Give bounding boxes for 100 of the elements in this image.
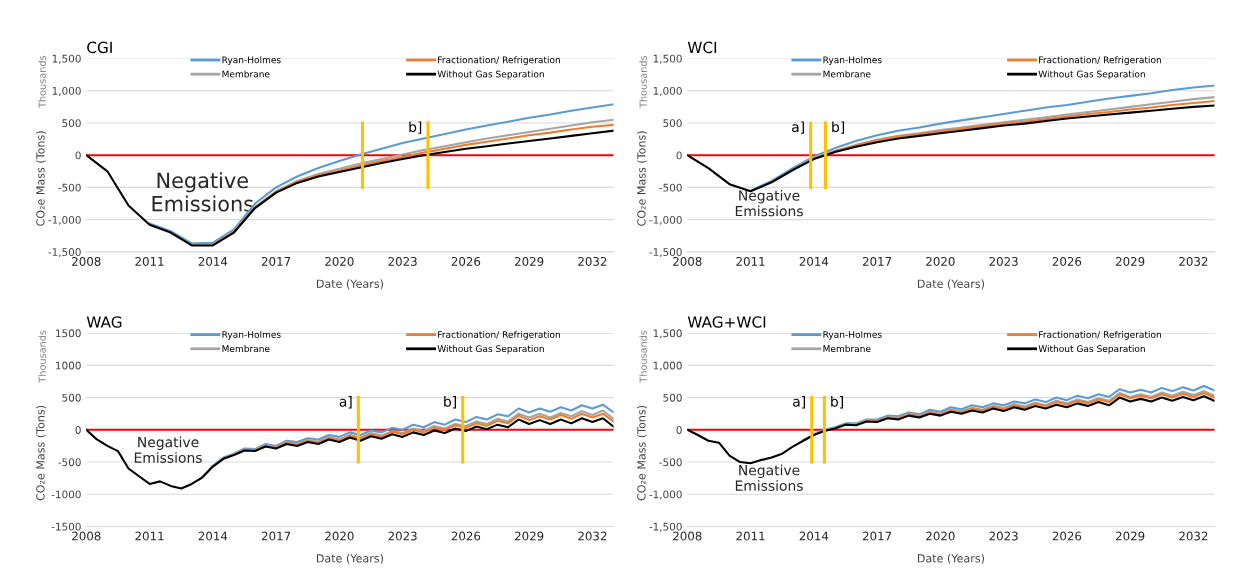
x-tick-label: 2014: [198, 531, 228, 541]
line-series: [243, 412, 614, 452]
y-tick-label: 1,000: [653, 86, 682, 96]
annotation: Negative Emissions: [134, 436, 202, 463]
line-series: [211, 409, 614, 467]
y-tick-label: -1,000: [649, 490, 682, 500]
text: Thousands: [639, 330, 647, 383]
y-tick-label: 0: [676, 151, 682, 160]
y-axis-title: CO₂e Mass (Tons): [637, 405, 647, 501]
x-tick-label: 2011: [736, 531, 765, 541]
y-tick-label: 0: [75, 151, 81, 160]
x-tick-label: 2023: [388, 256, 417, 266]
legend-label: Fractionation/ Refrigeration: [438, 56, 560, 66]
legend-label: Ryan-Holmes: [222, 56, 281, 66]
ref-line-label: b]: [832, 121, 845, 134]
annotation: Negative Emissions: [735, 190, 803, 217]
y-tick-label: -1,500: [48, 248, 81, 258]
text: Thousands: [38, 330, 46, 383]
x-tick-label: 2020: [926, 531, 955, 541]
legend-label: Ryan-Holmes: [823, 56, 882, 66]
x-tick-label: 2014: [799, 531, 829, 541]
y-axis-title: CO₂e Mass (Tons): [36, 405, 46, 501]
y-tick-label: 1,000: [653, 361, 682, 371]
x-tick-label: 2011: [736, 256, 765, 266]
legend-label: Membrane: [222, 70, 270, 78]
y-tick-label: -1,000: [649, 215, 682, 225]
x-tick-label: 2029: [515, 256, 544, 266]
y-tick-label: 500: [663, 393, 682, 402]
x-tick-label: 2023: [989, 531, 1018, 541]
annotation: Negative Emissions: [735, 464, 803, 491]
x-tick-label: 2032: [1179, 256, 1208, 266]
chart-title: CGI: [87, 41, 112, 54]
legend-label: Ryan-Holmes: [222, 330, 281, 340]
y-tick-label: 1500: [56, 329, 81, 338]
y-tick-label: 1,500: [653, 329, 682, 339]
x-tick-label: 2017: [862, 256, 892, 266]
x-tick-label: 2029: [1116, 531, 1145, 541]
x-tick-label: 2026: [451, 256, 481, 266]
x-tick-label: 2008: [673, 256, 702, 266]
x-tick-label: 2026: [1052, 531, 1082, 541]
x-tick-label: 2023: [388, 531, 417, 541]
x-axis-title: Date (Years): [917, 553, 984, 564]
x-axis-title: Date (Years): [917, 279, 984, 290]
line-series: [148, 103, 614, 245]
ref-line-label: b]: [409, 121, 422, 134]
legend-label: Fractionation/ Refrigeration: [1039, 330, 1161, 340]
x-tick-label: 2017: [261, 531, 291, 541]
y-tick-label: 1000: [56, 361, 81, 370]
ref-line-label: b]: [831, 396, 843, 409]
annotation: Negative Emissions: [152, 172, 254, 212]
text: Thousands: [639, 55, 647, 109]
y-tick-label: 500: [62, 393, 81, 402]
legend-label: Without Gas Separation: [437, 345, 544, 354]
line-series: [833, 100, 1215, 153]
x-tick-label: 2020: [926, 256, 955, 266]
x-tick-label: 2026: [451, 531, 481, 541]
line-series: [812, 390, 1215, 436]
x-tick-label: 2014: [799, 256, 829, 266]
x-axis-title: Date (Years): [316, 279, 383, 290]
y-tick-label: -1000: [51, 490, 81, 499]
x-axis-title: Date (Years): [316, 553, 383, 564]
x-tick-label: 2020: [325, 531, 354, 541]
legend-label: Ryan-Holmes: [823, 330, 882, 340]
line-series: [687, 395, 1215, 465]
y-tick-label: 0: [676, 426, 682, 434]
ref-line-label: b]: [444, 396, 456, 409]
ref-line-label: a]: [339, 396, 352, 409]
line-series: [770, 96, 1215, 183]
chart-title: WAG: [86, 316, 122, 328]
x-tick-label: 2029: [1116, 256, 1145, 266]
y-tick-label: 1,000: [52, 86, 81, 96]
x-tick-label: 2032: [578, 256, 607, 266]
text: Thousands: [38, 55, 46, 109]
y-axis-title: CO₂e Mass (Tons): [36, 131, 46, 226]
legend-label: Membrane: [823, 70, 871, 78]
ref-line-label: a]: [792, 121, 804, 134]
x-tick-label: 2014: [198, 256, 228, 266]
line-series: [86, 417, 614, 490]
y-tick-label: 500: [663, 119, 682, 128]
y-tick-label: 1,500: [52, 54, 81, 64]
y-tick-label: 0: [75, 426, 81, 434]
ref-line-label: a]: [793, 396, 805, 409]
x-tick-label: 2008: [673, 531, 702, 541]
y-tick-label: 500: [62, 119, 81, 128]
x-tick-label: 2032: [578, 531, 607, 541]
x-tick-label: 2017: [261, 256, 291, 266]
y-tick-label: -1,500: [649, 522, 682, 532]
legend-label: Without Gas Separation: [437, 70, 544, 80]
chart-title: WCI: [687, 41, 717, 54]
x-tick-label: 2029: [515, 531, 544, 541]
y-tick-label: -500: [58, 183, 81, 192]
legend-label: Membrane: [823, 345, 871, 353]
legend-label: Without Gas Separation: [1038, 70, 1145, 80]
x-tick-label: 2011: [135, 256, 164, 266]
y-axis-title: CO₂e Mass (Tons): [637, 131, 647, 226]
x-tick-label: 2020: [325, 256, 354, 266]
legend-label: Fractionation/ Refrigeration: [438, 330, 560, 340]
y-tick-label: -500: [659, 458, 682, 467]
y-tick-label: -500: [659, 183, 682, 192]
y-tick-label: 1,500: [653, 54, 682, 64]
